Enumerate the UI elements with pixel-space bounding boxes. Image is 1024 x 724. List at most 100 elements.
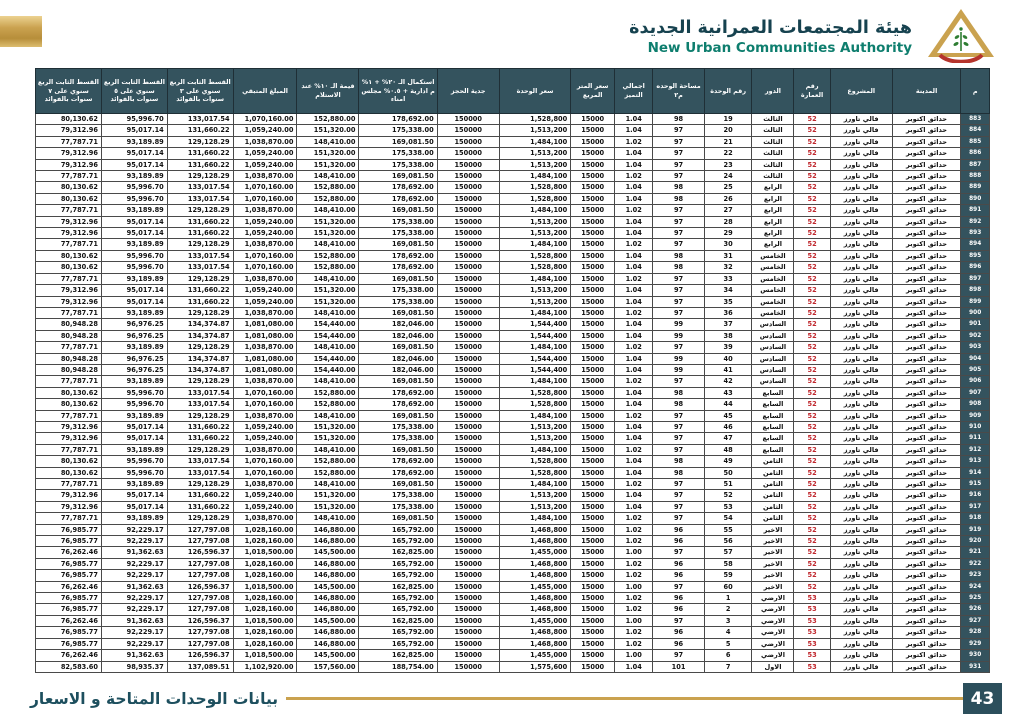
unit-price-cell: 1,544,400 (498, 363, 572, 377)
table-row: 896 حدائق اكتوبر فالي تاورز 52 الخامس 32 98 1.0… (35, 261, 990, 274)
serial-cell: 888 (960, 170, 990, 183)
unit-area-cell: 98 (652, 398, 705, 411)
booking-deposit-cell: 150000 (436, 386, 500, 400)
unit-area-cell: 97 (652, 649, 705, 662)
value-10pct-delivery-cell: 146,880.00 (296, 603, 360, 616)
installment-3y-cell: 131,660.22 (166, 147, 234, 160)
unit-no-cell: 29 (703, 227, 753, 240)
remaining-amount-cell: 1,059,240.00 (232, 215, 298, 229)
project-cell: فالي تاورز (829, 649, 893, 662)
remaining-amount-cell: 1,070,160.00 (232, 249, 298, 263)
booking-deposit-cell: 150000 (436, 318, 500, 331)
city-cell: حدائق اكتوبر (891, 489, 962, 502)
installment-5y-cell: 95,017.14 (100, 147, 168, 160)
premium-total-cell: 1.04 (614, 158, 654, 172)
installment-3y-cell: 129,128.29 (166, 443, 234, 457)
unit-price-cell: 1,528,800 (498, 112, 572, 126)
remaining-amount-cell: 1,081,080.00 (232, 318, 298, 331)
building-no-cell: 52 (793, 489, 831, 502)
city-cell: حدائق اكتوبر (891, 614, 962, 628)
project-cell: فالي تاورز (829, 398, 893, 411)
unit-no-cell: 53 (703, 500, 753, 514)
installment-3y-cell: 133,017.54 (166, 261, 234, 274)
completion-20pct-cell: 169,081.50 (358, 238, 438, 251)
price-per-m2-cell: 15000 (570, 272, 616, 286)
value-10pct-delivery-cell: 146,880.00 (296, 557, 360, 571)
booking-deposit-cell: 150000 (436, 626, 500, 639)
completion-20pct-cell: 165,792.00 (358, 523, 438, 537)
unit-price-cell: 1,484,100 (498, 443, 572, 457)
project-cell: فالي تاورز (829, 318, 893, 331)
unit-price-cell: 1,468,800 (498, 626, 572, 639)
project-cell: فالي تاورز (829, 261, 893, 274)
premium-total-cell: 1.04 (614, 249, 654, 263)
price-per-m2-cell: 15000 (570, 557, 616, 571)
premium-total-cell: 1.00 (614, 546, 654, 559)
value-10pct-delivery-cell: 148,410.00 (296, 512, 360, 525)
unit-no-cell: 41 (703, 363, 753, 377)
unit-area-cell: 97 (652, 272, 705, 286)
value-10pct-delivery-cell: 151,320.00 (296, 432, 360, 445)
unit-no-cell: 52 (703, 489, 753, 502)
building-no-cell: 53 (793, 649, 831, 662)
completion-20pct-cell: 178,692.00 (358, 455, 438, 468)
installment-3y-cell: 131,660.22 (166, 295, 234, 308)
project-cell: فالي تاورز (829, 626, 893, 639)
installment-5y-cell: 96,976.25 (100, 363, 168, 377)
city-cell: حدائق اكتوبر (891, 341, 962, 354)
premium-total-cell: 1.04 (614, 660, 654, 673)
unit-no-cell: 56 (703, 535, 753, 548)
installment-3y-cell: 129,128.29 (166, 409, 234, 422)
installment-3y-cell: 133,017.54 (166, 249, 234, 263)
table-row: 899 حدائق اكتوبر فالي تاورز 52 الخامس 35 97 1.0… (35, 295, 990, 308)
building-no-cell: 52 (793, 375, 831, 388)
value-10pct-delivery-cell: 146,880.00 (296, 523, 360, 537)
serial-cell: 899 (960, 295, 990, 308)
table-row: 913 حدائق اكتوبر فالي تاورز 52 الثامن 49 98 1.0… (35, 455, 990, 468)
city-cell: حدائق اكتوبر (891, 181, 962, 194)
city-cell: حدائق اكتوبر (891, 512, 962, 525)
installment-5y-cell: 95,996.70 (100, 181, 168, 194)
unit-price-cell: 1,468,800 (498, 569, 572, 582)
booking-deposit-cell: 150000 (436, 637, 500, 651)
building-no-cell: 52 (793, 147, 831, 160)
booking-deposit-cell: 150000 (436, 546, 500, 559)
unit-price-cell: 1,455,000 (498, 614, 572, 628)
table-row: 901 حدائق اكتوبر فالي تاورز 52 السادس 37 99 1.0… (35, 318, 990, 331)
building-no-cell: 52 (793, 112, 831, 126)
value-10pct-delivery-cell: 152,880.00 (296, 261, 360, 274)
serial-cell: 897 (960, 272, 990, 286)
premium-total-cell: 1.00 (614, 614, 654, 628)
city-cell: حدائق اكتوبر (891, 170, 962, 183)
table-row: 911 حدائق اكتوبر فالي تاورز 52 السابع 47 97 1.0… (35, 432, 990, 445)
building-no-cell: 52 (793, 500, 831, 514)
city-cell: حدائق اكتوبر (891, 432, 962, 445)
unit-area-cell: 97 (652, 580, 705, 594)
completion-20pct-cell: 178,692.00 (358, 261, 438, 274)
unit-no-cell: 7 (703, 660, 753, 673)
unit-price-cell: 1,484,100 (498, 204, 572, 217)
installment-5y-cell: 95,017.14 (100, 227, 168, 240)
table-row: 884 حدائق اكتوبر فالي تاورز 52 الثالث 20 97 1.0… (35, 124, 990, 137)
unit-no-cell: 50 (703, 466, 753, 480)
building-no-cell: 52 (793, 158, 831, 172)
unit-no-cell: 37 (703, 318, 753, 331)
installment-5y-cell: 93,189.89 (100, 204, 168, 217)
project-cell: فالي تاورز (829, 535, 893, 548)
installment-7y-cell: 77,787.71 (35, 135, 102, 149)
city-cell: حدائق اكتوبر (891, 637, 962, 651)
installment-5y-cell: 95,017.14 (100, 295, 168, 308)
table-row: 929 حدائق اكتوبر فالي تاورز 53 الارضي 5 96 1.02… (35, 637, 990, 651)
premium-total-cell: 1.04 (614, 112, 654, 126)
unit-area-cell: 98 (652, 466, 705, 480)
floor-cell: الثالث (751, 147, 795, 160)
building-no-cell: 52 (793, 204, 831, 217)
unit-price-cell: 1,513,200 (498, 227, 572, 240)
unit-area-cell: 97 (652, 409, 705, 422)
installment-3y-cell: 127,797.08 (166, 569, 234, 582)
table-row: 919 حدائق اكتوبر فالي تاورز 52 الاخير 55 96 1.0… (35, 523, 990, 537)
completion-20pct-cell: 182,046.00 (358, 318, 438, 331)
installment-7y-cell: 76,262.46 (35, 546, 102, 559)
project-cell: فالي تاورز (829, 660, 893, 673)
unit-price-cell: 1,455,000 (498, 649, 572, 662)
